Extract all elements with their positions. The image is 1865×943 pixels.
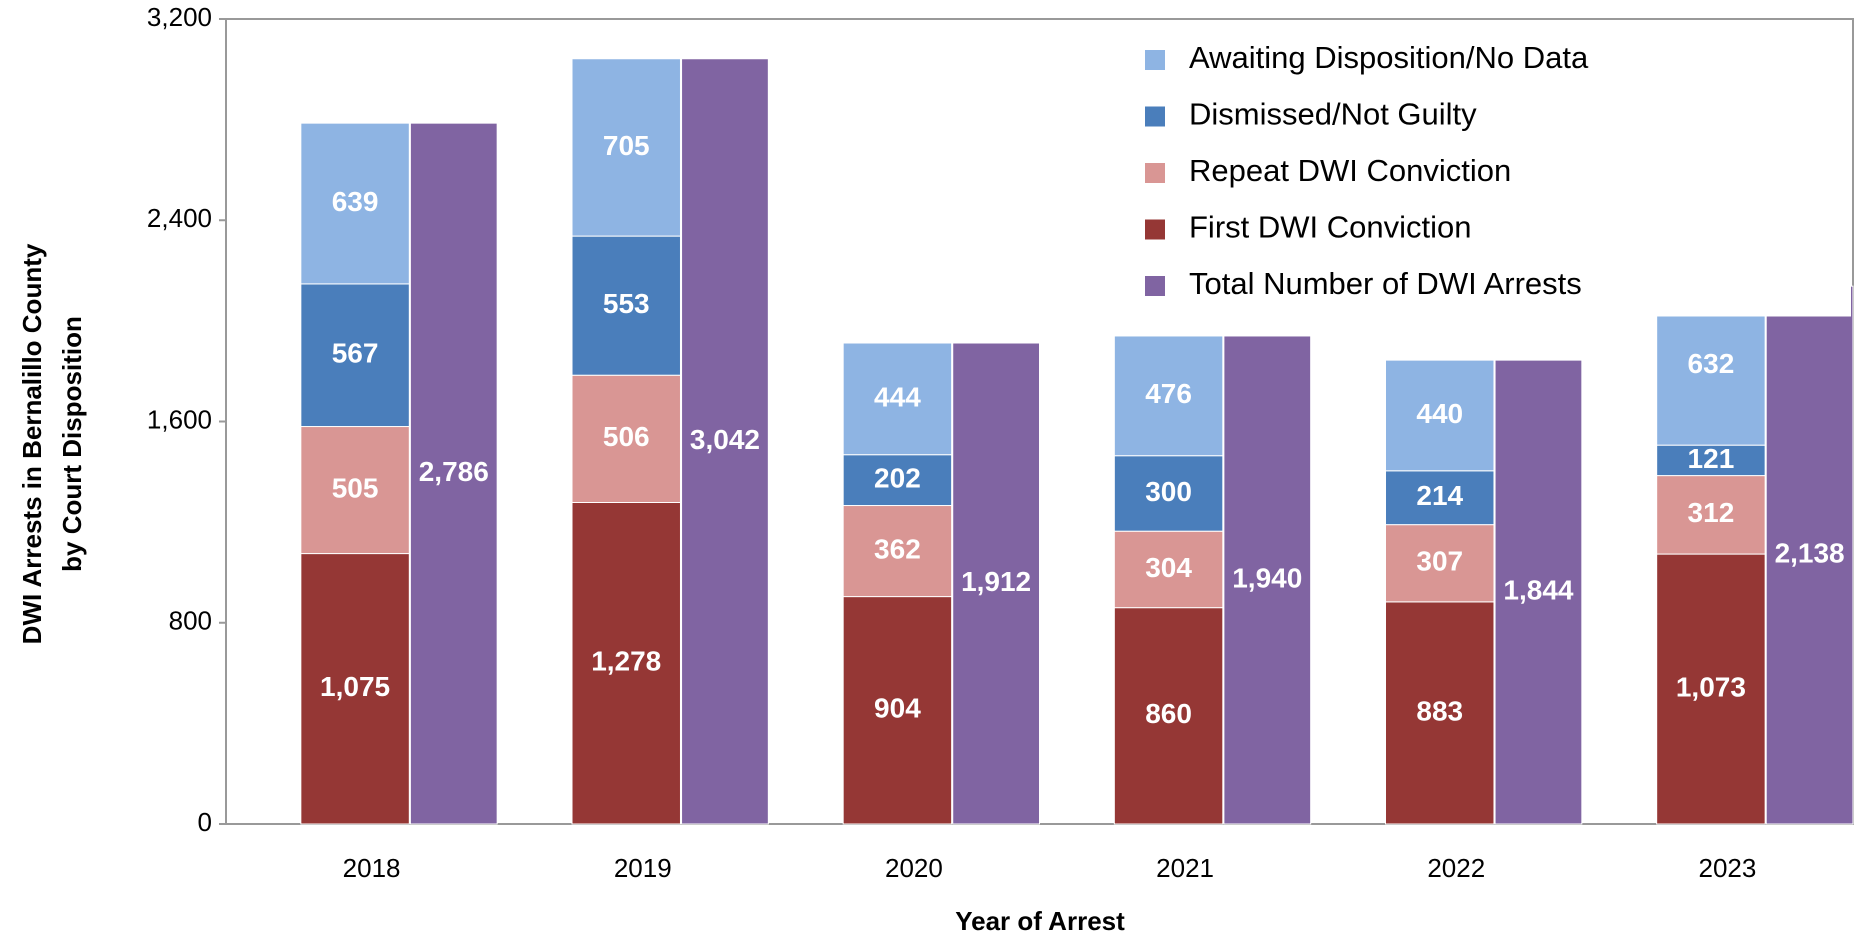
data-label: 632: [1688, 348, 1735, 379]
x-axis-title: Year of Arrest: [955, 906, 1125, 936]
data-label: 506: [603, 421, 650, 452]
bar-segment: [1494, 359, 1583, 825]
bar-segment: [1113, 530, 1224, 609]
legend-label: Repeat DWI Conviction: [1189, 153, 1511, 188]
bar-segment: [1385, 601, 1495, 825]
bar-segment: [571, 374, 681, 504]
data-label: 444: [874, 381, 921, 412]
x-tick-label: 2018: [343, 853, 401, 883]
bar-segment: [842, 342, 953, 456]
legend-swatch: [1145, 50, 1165, 70]
data-label: 2,138: [1775, 537, 1845, 568]
bar-segment: [1656, 475, 1766, 555]
data-label: 202: [874, 463, 921, 494]
y-axis-title: by Court Disposition: [57, 316, 87, 572]
legend-swatch: [1145, 106, 1165, 127]
data-label: 304: [1145, 552, 1192, 583]
bar-segment: [1223, 335, 1312, 825]
bar-segment: [1113, 455, 1224, 532]
data-label: 312: [1688, 497, 1735, 528]
data-label: 1,912: [961, 566, 1031, 597]
legend-swatch: [1145, 276, 1165, 296]
legend-swatch: [1145, 163, 1165, 183]
bar-segment: [409, 122, 498, 825]
data-label: 121: [1688, 443, 1735, 474]
bar-segment: [1385, 470, 1495, 526]
bar-segment: [842, 596, 953, 825]
bar-segment: [1656, 553, 1766, 825]
bar-segment: [300, 122, 410, 285]
bar-segment: [952, 342, 1041, 825]
legend-background: [1135, 30, 1851, 317]
bar-segment: [1385, 524, 1495, 603]
bar-segment: [571, 235, 681, 376]
legend-label: Dismissed/Not Guilty: [1189, 97, 1477, 132]
legend-label: Awaiting Disposition/No Data: [1189, 40, 1589, 75]
data-label: 1,940: [1232, 562, 1302, 593]
bar-segment: [1765, 285, 1854, 825]
data-label: 904: [874, 693, 921, 724]
legend-label: First DWI Conviction: [1189, 210, 1471, 245]
data-label: 362: [874, 533, 921, 564]
data-label: 476: [1145, 378, 1192, 409]
data-label: 639: [332, 186, 379, 217]
x-tick-label: 2021: [1156, 853, 1214, 883]
bar-segment: [300, 426, 410, 555]
y-tick-label: 2,400: [147, 203, 212, 233]
x-tick-label: 2020: [885, 853, 943, 883]
data-label: 567: [332, 338, 379, 369]
bar-segment: [571, 58, 681, 237]
x-tick-label: 2019: [614, 853, 672, 883]
data-label: 1,278: [591, 646, 661, 677]
data-label: 300: [1145, 476, 1192, 507]
bar-segment: [842, 505, 953, 598]
data-label: 1,073: [1676, 671, 1746, 702]
data-label: 1,075: [320, 671, 390, 702]
data-label: 883: [1416, 695, 1463, 726]
data-label: 505: [332, 472, 379, 503]
data-label: 553: [603, 288, 650, 319]
data-label: 705: [603, 130, 650, 161]
data-label: 860: [1145, 698, 1192, 729]
bar-segment: [1113, 335, 1224, 457]
bar-segment: [1656, 444, 1766, 477]
bar-segment: [1113, 607, 1224, 825]
bar-segment: [571, 502, 681, 825]
bar-segment: [681, 58, 769, 825]
data-label: 440: [1416, 398, 1463, 429]
x-tick-label: 2023: [1698, 853, 1756, 883]
data-label: 214: [1416, 480, 1463, 511]
y-tick-label: 800: [169, 606, 212, 636]
data-label: 2,786: [419, 456, 489, 487]
y-tick-label: 1,600: [147, 404, 212, 434]
bar-segment: [1385, 359, 1495, 472]
bar-segment: [842, 454, 953, 507]
data-label: 1,844: [1503, 574, 1573, 605]
data-label: 3,042: [690, 424, 760, 455]
legend-label: Total Number of DWI Arrests: [1189, 266, 1582, 301]
y-tick-label: 0: [198, 807, 212, 837]
data-label: 307: [1416, 546, 1463, 577]
x-tick-label: 2022: [1427, 853, 1485, 883]
bar-segment: [300, 283, 410, 428]
y-axis-title: DWI Arrests in Bernalillo County: [17, 243, 47, 644]
legend-swatch: [1145, 219, 1165, 240]
y-tick-label: 3,200: [147, 2, 212, 32]
